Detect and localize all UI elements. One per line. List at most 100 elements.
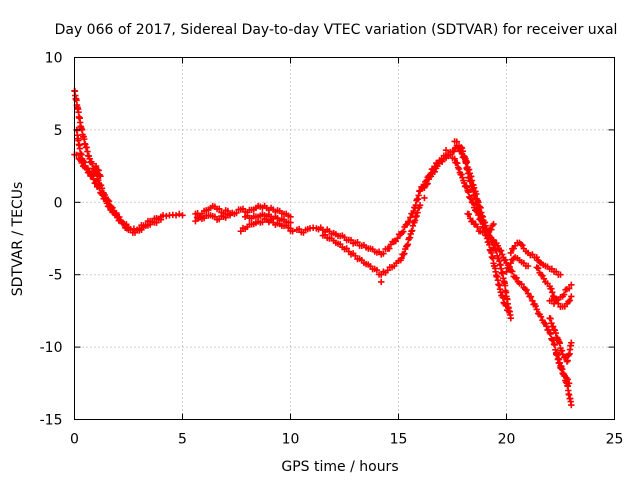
track-fill-point [564,376,571,383]
track-fill-point [406,218,413,225]
track-fill-point [459,148,467,155]
track-fill-point [502,256,509,263]
y-tick-label: -15 [40,413,63,429]
track-fill-point [153,219,160,226]
data-point [172,212,180,219]
track-fill-point [354,239,361,246]
track-fill-point [103,200,111,207]
data-point [99,191,106,199]
track-fill-point [547,315,554,322]
x-tick-label: 0 [70,432,79,448]
outlier-point [287,225,294,232]
track-fill-point [532,302,539,310]
track-fill-point [549,289,556,296]
y-tick-label: 0 [54,195,63,211]
x-tick-label: 15 [390,432,408,448]
data-point [416,187,424,194]
data-point [97,173,104,180]
data-point [565,380,573,387]
track-fill-point [474,208,481,215]
track-fill-point [85,168,93,176]
track-fill-point [386,245,393,252]
track-fill-point [487,234,494,242]
track-fill-point [458,144,466,152]
track-fill-point [467,195,475,202]
axes: 0 5 10 15 20 25 -15 -10 -5 0 5 10 [40,51,624,448]
track-fill-point [505,264,512,272]
track-fill-point [453,138,461,145]
track-fill-point [176,210,183,218]
x-tick-label: 25 [606,432,624,448]
track-fill-point [431,168,438,176]
plot-frame [74,57,615,420]
track-fill-point [400,251,407,258]
track-fill-point [216,205,223,212]
track-fill-point [539,272,546,279]
data-point [568,401,575,409]
data-point [503,268,510,276]
track-fill-point [380,250,387,257]
data-point [533,306,540,313]
track-fill-point [402,221,410,229]
outlier-point [421,194,428,202]
track-fill-point [559,366,566,373]
track-fill-point [484,230,492,238]
track-fill-point [553,351,561,359]
track-fill-point [394,235,401,242]
data-point [507,259,515,267]
track-fill-point [506,263,513,271]
track-fill-point [527,293,535,300]
track-fill-point [556,359,563,366]
track-fill-point [548,285,555,292]
y-tick-label: -10 [40,340,63,356]
track-fill-point [465,189,472,196]
data-point [451,155,458,163]
data-point [427,173,435,180]
track-fill-point [347,236,355,244]
data-point [498,251,506,258]
track-fill-point [458,171,465,178]
data-point [507,249,515,257]
data-point [537,313,545,320]
outlier-point [123,222,130,229]
track-fill-point [513,274,520,281]
track-fill-point [489,239,496,246]
track-fill-point [398,254,405,262]
track-fill-point [543,323,550,330]
track-fill-point [102,195,110,203]
track-fill-point [233,209,240,217]
x-tick-label: 5 [178,432,187,448]
data-point [416,201,424,209]
data-points [71,87,575,409]
track-fill-point [552,329,559,337]
track-fill-point [465,210,473,218]
data-point [557,271,564,278]
data-point [421,184,428,192]
track-fill-point [554,356,562,363]
track-fill-point [89,172,96,179]
track-fill-point [549,323,557,330]
x-axis-label: GPS time / hours [281,459,398,475]
track-fill-point [81,158,88,166]
track-fill-point [407,214,414,221]
track-fill-point [84,165,92,172]
data-point [507,314,515,322]
track-fill-point [519,241,526,249]
data-point [524,262,532,270]
y-tick-label: 5 [54,123,63,139]
track-fill-point [463,184,470,191]
x-tick-label: 20 [498,432,516,448]
x-tick-label: 10 [282,432,300,448]
data-point [447,151,454,158]
outlier-point [265,217,273,225]
track-fill-point [450,148,458,155]
track-fill-point [373,266,381,274]
track-fill-point [469,199,477,207]
data-point [457,144,465,151]
track-fill-point [413,212,420,220]
track-fill-point [96,184,103,192]
track-fill-point [98,190,105,198]
track-fill-point [400,228,407,235]
chart-title: Day 066 of 2017, Sidereal Day-to-day VTE… [55,22,618,38]
